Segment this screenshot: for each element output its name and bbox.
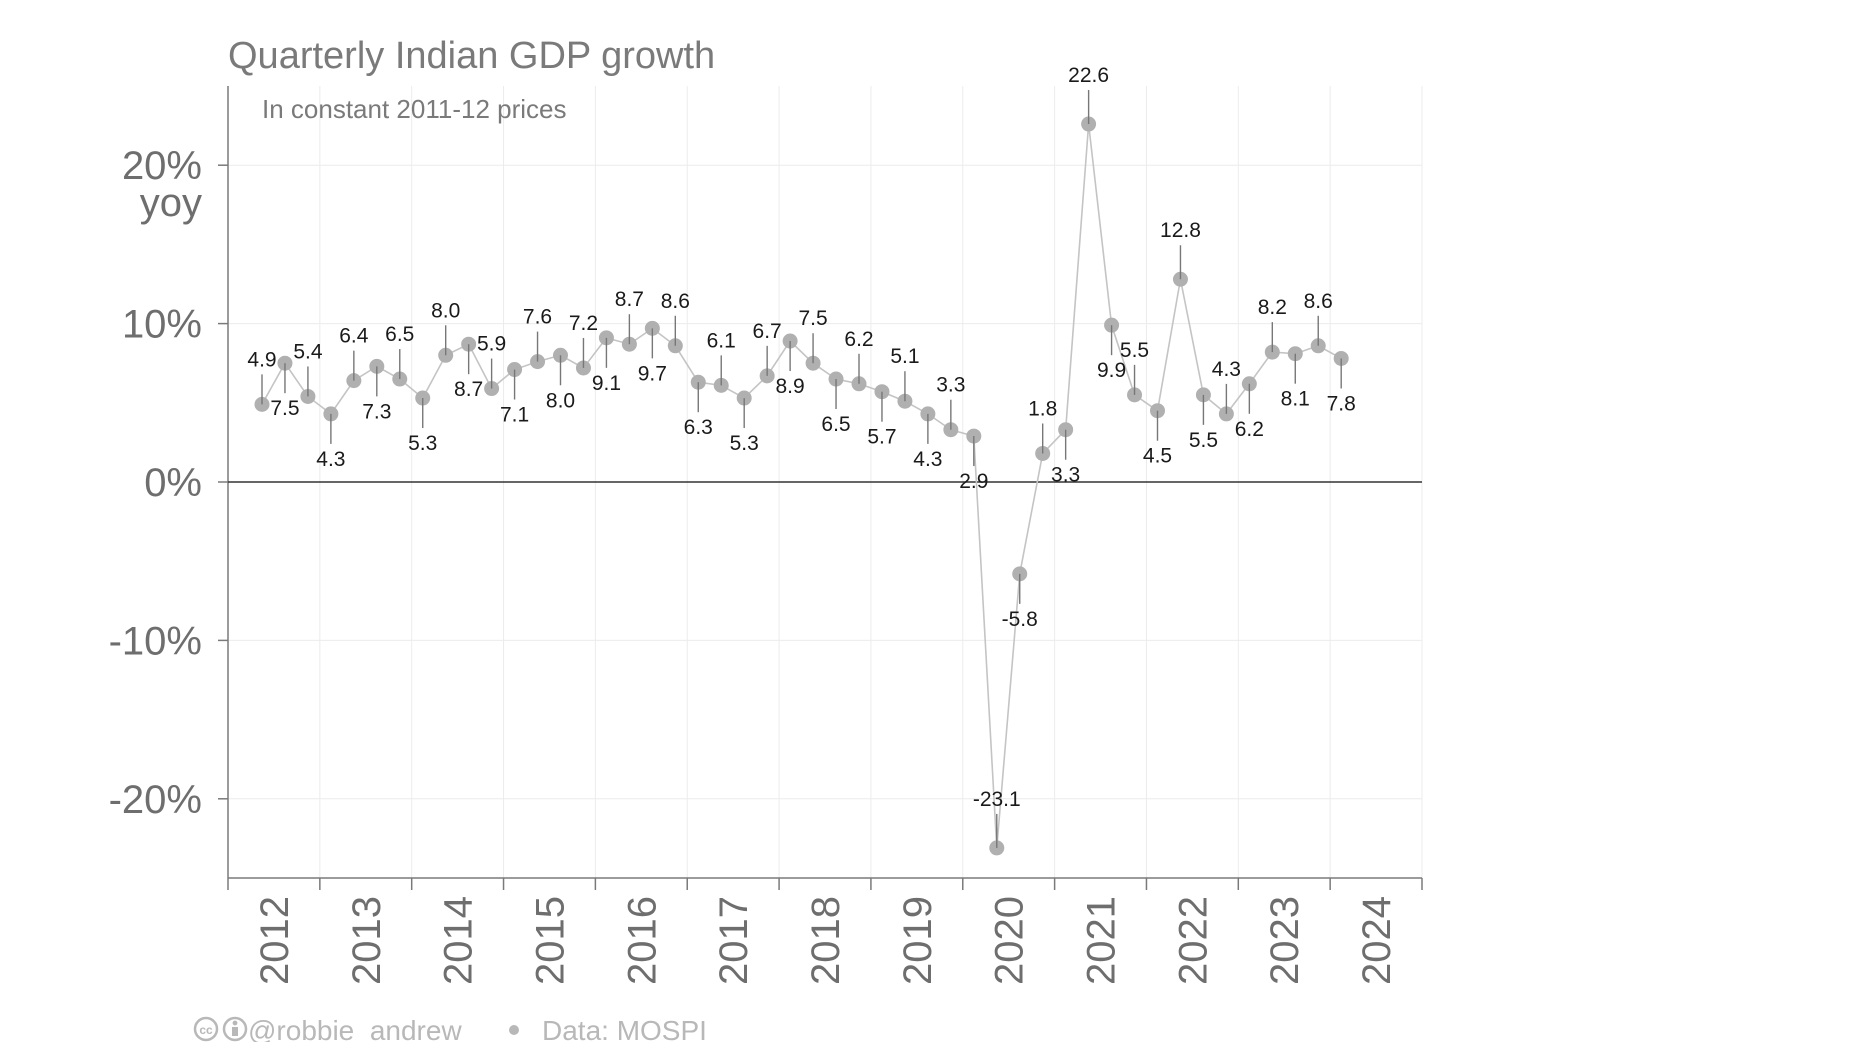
data-label: 6.2 [844, 328, 873, 351]
data-label: 3.3 [936, 374, 965, 397]
data-label: 4.3 [316, 448, 345, 471]
data-label: 9.7 [638, 362, 667, 385]
data-label: 5.3 [730, 432, 759, 455]
separator-dot [509, 1025, 519, 1035]
data-label: 8.0 [546, 389, 575, 412]
y-tick-label: -20% [109, 778, 202, 822]
x-tick-label: 2019 [896, 896, 940, 985]
tick-labels: 20% 10% 0% -10% -20% 2012 2013 2014 2015 2016 2017… [109, 144, 1399, 985]
data-label: 6.3 [684, 416, 713, 439]
data-label: -23.1 [973, 788, 1021, 811]
data-label: 2.9 [959, 470, 988, 493]
data-label: 5.3 [408, 432, 437, 455]
data-label: 5.5 [1189, 429, 1218, 452]
chart-title: Quarterly Indian GDP growth [228, 35, 715, 77]
y-tick-label: 20% [122, 144, 202, 188]
data-label: 5.5 [1120, 339, 1149, 362]
data-label: 7.3 [362, 400, 391, 423]
data-label: 7.5 [798, 307, 827, 330]
x-tick-label: 2020 [988, 896, 1032, 985]
data-label: 8.9 [776, 375, 805, 398]
chart-subtitle: In constant 2011-12 prices [262, 94, 566, 124]
data-label: 6.2 [1235, 418, 1264, 441]
data-label: 8.6 [661, 290, 690, 313]
data-label: 1.8 [1028, 397, 1057, 420]
data-label: 7.2 [569, 312, 598, 335]
data-label: 6.7 [753, 320, 782, 343]
data-label: 8.1 [1281, 388, 1310, 411]
data-label: 8.0 [431, 299, 460, 322]
x-tick-label: 2024 [1355, 896, 1399, 985]
credit: cc @robbie_andrew Data: MOSPI [193, 1015, 707, 1042]
axes [218, 86, 1423, 890]
x-tick-label: 2018 [804, 896, 848, 985]
x-tick-label: 2014 [437, 896, 481, 985]
data-label: 9.9 [1097, 359, 1126, 382]
data-label: 4.3 [913, 448, 942, 471]
x-tick-label: 2015 [528, 896, 572, 985]
data-label: 4.5 [1143, 445, 1172, 468]
svg-text:cc: cc [199, 1023, 213, 1037]
data-label: -5.8 [1002, 608, 1038, 631]
x-tick-label: 2016 [620, 896, 664, 985]
x-tick-label: 2023 [1263, 896, 1307, 985]
data-label: 8.7 [454, 378, 483, 401]
data-label: 7.1 [500, 404, 529, 427]
data-label: 9.1 [592, 372, 621, 395]
credit-source: Data: MOSPI [542, 1015, 707, 1042]
data-label: 5.7 [867, 426, 896, 449]
y-tick-label: -10% [109, 619, 202, 663]
series-line [261, 123, 1342, 848]
x-tick-label: 2013 [345, 896, 389, 985]
data-label: 8.2 [1258, 296, 1287, 319]
data-label: 3.3 [1051, 464, 1080, 487]
y-tick-label: 10% [122, 303, 202, 347]
attribution-icon [222, 1016, 248, 1042]
x-tick-label: 2017 [712, 896, 756, 985]
data-label: 5.9 [477, 333, 506, 356]
data-label: 5.1 [890, 345, 919, 368]
x-tick-label: 2021 [1080, 896, 1124, 985]
x-tick-label: 2022 [1171, 896, 1215, 985]
data-label: 8.6 [1304, 290, 1333, 313]
data-label: 7.5 [270, 397, 299, 420]
data-label: 6.4 [339, 325, 369, 348]
data-label: 6.1 [707, 329, 736, 352]
data-label: 4.3 [1212, 358, 1241, 381]
data-label: 4.9 [247, 348, 276, 371]
data-label: 7.8 [1327, 392, 1356, 415]
data-labels: 4.9 7.5 5.4 4.3 6.4 7.3 6.5 5.3 8.0 8.7 5.9 7.1 7.6 8… [247, 64, 1356, 848]
data-label: 8.7 [615, 288, 644, 311]
data-label: 7.6 [523, 306, 552, 329]
y-tick-label: 0% [144, 461, 202, 505]
data-label: 6.5 [385, 323, 414, 346]
data-label: 22.6 [1068, 64, 1109, 87]
x-tick-label: 2012 [253, 896, 297, 985]
cc-icon: cc [193, 1016, 219, 1042]
credit-handle: @robbie_andrew [248, 1015, 462, 1042]
data-label: 12.8 [1160, 219, 1201, 242]
y-axis-label: yoy [140, 181, 202, 225]
data-label: 5.4 [293, 340, 323, 363]
data-label: 6.5 [821, 413, 850, 436]
